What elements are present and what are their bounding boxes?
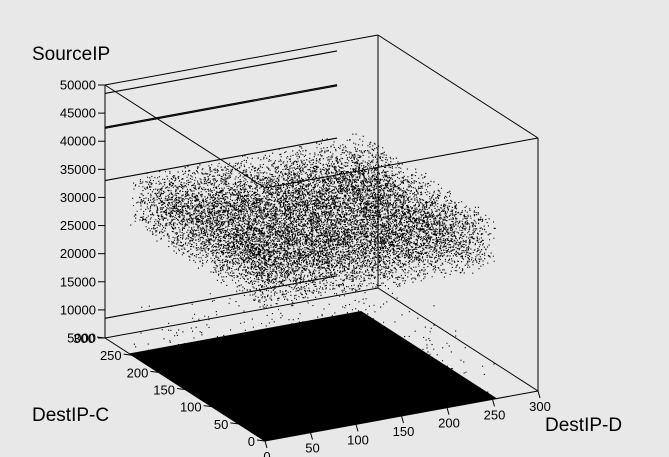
x-tick bbox=[537, 390, 541, 399]
z-axis-title: SourceIP bbox=[32, 44, 110, 65]
y-tick bbox=[96, 336, 106, 339]
constant-line bbox=[104, 84, 338, 128]
y-tick bbox=[150, 370, 159, 373]
y-tick bbox=[230, 422, 239, 425]
y-tick bbox=[123, 353, 132, 356]
box-edge bbox=[104, 34, 379, 86]
box-edge bbox=[104, 84, 266, 189]
box-edge bbox=[264, 137, 539, 189]
x-tick-label: 100 bbox=[347, 432, 369, 447]
z-axis: 5000 10000 15000 20000 25000 30000 35000 40000 4… bbox=[60, 78, 105, 346]
x-tick bbox=[401, 415, 404, 424]
y-axis-title: DestIP-C bbox=[32, 405, 109, 426]
z-tick-label: 50000 bbox=[60, 78, 96, 93]
y-axis: 0 50 100 150 200 250 300 bbox=[73, 331, 266, 449]
z-tick-label: 45000 bbox=[60, 106, 96, 121]
x-tick bbox=[446, 407, 450, 415]
y-tick-label: 250 bbox=[100, 348, 122, 363]
y-tick bbox=[176, 388, 186, 390]
scatter-point-cloud bbox=[130, 133, 496, 309]
data-points bbox=[129, 133, 498, 441]
z-tick-label: 5000 bbox=[67, 331, 96, 346]
x-tick bbox=[310, 432, 313, 440]
x-tick bbox=[264, 440, 268, 449]
constant-lines bbox=[104, 50, 338, 319]
y-tick-label: 200 bbox=[127, 365, 149, 380]
x-tick-label: 50 bbox=[305, 441, 319, 456]
x-tick bbox=[355, 424, 359, 432]
z-tick-label: 15000 bbox=[60, 274, 96, 289]
box-edge bbox=[104, 287, 379, 339]
z-tick-label: 30000 bbox=[60, 190, 96, 205]
z-tick-label: 40000 bbox=[60, 134, 96, 149]
x-tick bbox=[492, 399, 495, 407]
z-tick-label: 20000 bbox=[60, 246, 96, 261]
dense-point-layer bbox=[129, 310, 498, 441]
x-tick-label: 200 bbox=[438, 416, 460, 431]
x-axis-title: DestIP-D bbox=[545, 415, 622, 436]
y-tick-label: 0 bbox=[248, 434, 255, 449]
box-edge bbox=[377, 34, 539, 139]
y-tick bbox=[256, 439, 266, 442]
y-tick bbox=[203, 405, 212, 408]
constant-line bbox=[104, 275, 338, 319]
x-tick-label: 150 bbox=[393, 424, 415, 439]
y-tick-label: 50 bbox=[214, 417, 228, 432]
z-tick-label: 25000 bbox=[60, 218, 96, 233]
x-tick-label: 300 bbox=[529, 399, 551, 414]
constant-line bbox=[104, 50, 338, 94]
x-axis: 0 50 100 150 200 250 300 bbox=[263, 390, 551, 457]
constant-line bbox=[104, 85, 338, 129]
y-tick-label: 100 bbox=[180, 400, 202, 415]
x-tick-label: 250 bbox=[484, 407, 506, 422]
box-edge bbox=[377, 287, 539, 392]
y-tick-label: 300 bbox=[73, 331, 95, 346]
x-tick-label: 0 bbox=[263, 449, 270, 457]
z-tick-label: 10000 bbox=[60, 302, 96, 317]
z-tick-label: 35000 bbox=[60, 162, 96, 177]
y-tick-label: 150 bbox=[153, 383, 175, 398]
